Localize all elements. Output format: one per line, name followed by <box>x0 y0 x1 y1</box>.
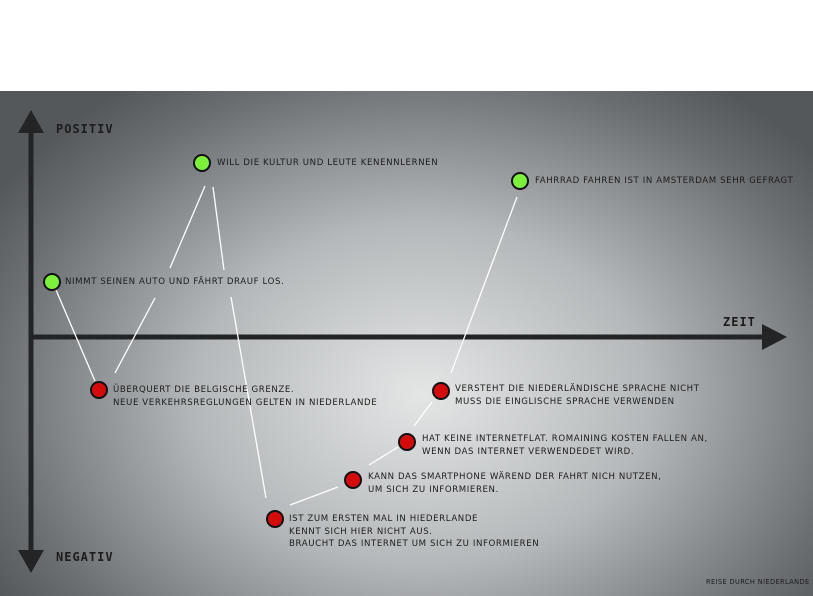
event-label-line: VERSTEHT DIE NIEDERLÄNDISCHE SPRACHE NIC… <box>455 384 700 394</box>
event-label-line: HAT KEINE INTERNETFLAT. ROMAINING KOSTEN… <box>422 434 708 444</box>
event-point-positive <box>193 154 211 172</box>
event-point-negative <box>344 471 362 489</box>
event-label-line: KANN DAS SMARTPHONE WÄREND DER FAHRT NIC… <box>368 472 662 482</box>
event-label-line: WENN DAS INTERNET VERWENDEDET WIRD. <box>422 446 635 457</box>
event-point-negative <box>398 433 416 451</box>
event-point-positive <box>43 273 61 291</box>
event-label: FAHRRAD FAHREN IST IN AMSTERDAM SEHR GEF… <box>535 175 793 188</box>
journey-path <box>55 185 518 506</box>
event-points <box>43 154 529 528</box>
event-label: IST ZUM ERSTEN MAL IN HIEDERLANDE KENNT … <box>289 513 539 551</box>
path-segment <box>169 185 206 269</box>
path-segment <box>450 196 518 374</box>
event-label: KANN DAS SMARTPHONE WÄREND DER FAHRT NIC… <box>368 471 661 496</box>
event-label-line: MUSS DIE EINGLISCHE SPRACHE VERWENDEN <box>455 396 675 407</box>
axis-arrow-right-icon <box>762 324 787 350</box>
path-segment <box>55 289 96 382</box>
event-label-line: WILL DIE KULTUR UND LEUTE KENENNLERNEN <box>217 158 439 168</box>
credit-caption: REISE DURCH NIEDERLANDE <box>706 578 810 586</box>
path-segment <box>114 297 156 374</box>
event-label-line: NEUE VERKEHRSREGLUNGEN GELTEN IN NIEDERL… <box>113 397 378 408</box>
event-label: WILL DIE KULTUR UND LEUTE KENENNLERNEN <box>217 157 438 170</box>
event-label-line: KENNT SICH HIER NICHT AUS. <box>289 526 433 537</box>
path-segment <box>368 446 399 466</box>
event-point-negative <box>432 382 450 400</box>
event-label-line: NIMMT SEINEN AUTO UND FÄHRT DRAUF LOS. <box>65 277 285 287</box>
event-point-positive <box>511 172 529 190</box>
event-label: VERSTEHT DIE NIEDERLÄNDISCHE SPRACHE NIC… <box>455 383 700 408</box>
axis-label-negative: NEGATIV <box>56 550 114 564</box>
axis-arrow-up-icon <box>18 110 44 133</box>
event-label: ÜBERQUERT DIE BELGISCHE GRENZE. NEUE VER… <box>113 384 377 409</box>
path-segment <box>212 186 225 271</box>
event-point-negative <box>266 510 284 528</box>
event-label-line: IST ZUM ERSTEN MAL IN HIEDERLANDE <box>289 514 479 524</box>
event-label: HAT KEINE INTERNETFLAT. ROMAINING KOSTEN… <box>422 433 708 458</box>
axis-label-positive: POSITIV <box>56 122 114 136</box>
axis-label-time: ZEIT <box>723 315 756 329</box>
event-point-negative <box>90 381 108 399</box>
path-segment <box>230 296 267 499</box>
event-label: NIMMT SEINEN AUTO UND FÄHRT DRAUF LOS. <box>65 276 284 289</box>
event-label-line: ÜBERQUERT DIE BELGISCHE GRENZE. <box>113 385 295 395</box>
event-label-line: BRAUCHT DAS INTERNET UM SICH ZU INFORMIE… <box>289 539 540 549</box>
event-label-line: UM SICH ZU INFORMIEREN. <box>368 484 499 495</box>
path-segment <box>413 401 433 427</box>
event-label-line: FAHRRAD FAHREN IST IN AMSTERDAM SEHR GEF… <box>535 176 794 186</box>
journey-map-panel <box>0 91 813 596</box>
axis-arrow-down-icon <box>18 550 44 573</box>
path-segment <box>289 486 339 506</box>
